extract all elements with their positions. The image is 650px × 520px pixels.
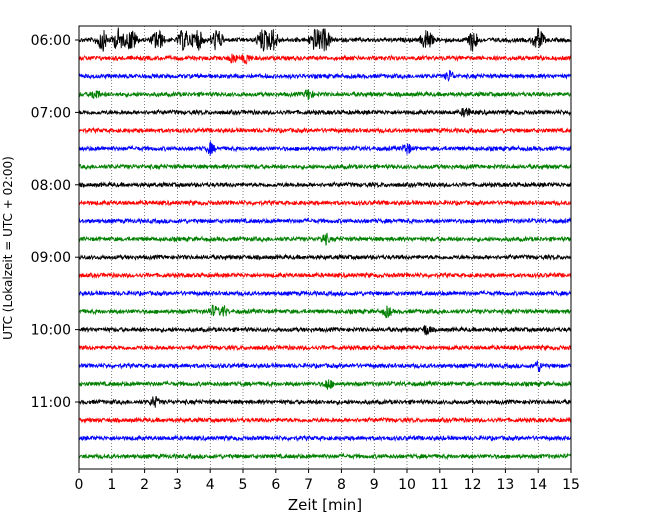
trace-0630 (78, 70, 572, 83)
trace-0945 (78, 304, 572, 319)
trace-0615 (78, 53, 572, 65)
x-tick-label: 10 (398, 477, 416, 493)
trace-0730 (78, 141, 572, 156)
trace-0745 (78, 163, 572, 171)
x-tick-label: 4 (206, 477, 215, 493)
y-axis-ticks: 06:00 07:00 08:00 09:00 10:00 11:00 (31, 33, 79, 411)
trace-1130 (78, 434, 572, 443)
trace-0900 (78, 253, 572, 261)
trace-0830 (78, 217, 572, 225)
x-tick-label: 11 (431, 477, 449, 493)
x-tick-label: 3 (173, 477, 182, 493)
trace-1100 (78, 396, 572, 408)
x-tick-label: 12 (464, 477, 482, 493)
trace-0815 (78, 198, 572, 207)
y-tick-label: 09:00 (31, 250, 71, 266)
trace-0915 (78, 271, 572, 280)
y-tick-label: 11:00 (31, 395, 71, 411)
x-tick-label: 8 (337, 477, 346, 493)
x-tick-label: 15 (562, 477, 580, 493)
x-tick-label: 1 (107, 477, 116, 493)
y-tick-label: 07:00 (31, 105, 71, 121)
x-tick-label: 6 (271, 477, 280, 493)
x-tick-label: 7 (304, 477, 313, 493)
trace-0600 (78, 27, 572, 52)
y-tick-label: 10:00 (31, 323, 71, 339)
x-tick-label: 0 (75, 477, 84, 493)
trace-0800 (78, 180, 572, 189)
trace-1015 (78, 343, 572, 352)
trace-0715 (78, 126, 572, 135)
x-tick-label: 14 (529, 477, 547, 493)
trace-series (78, 27, 572, 461)
trace-1030 (78, 360, 572, 373)
trace-0700 (78, 107, 572, 118)
x-axis-ticks: 0 1 2 3 4 5 6 7 8 9 10 11 12 13 14 15 (75, 469, 580, 493)
x-tick-label: 9 (370, 477, 379, 493)
plot-frame (78, 25, 572, 470)
x-tick-label: 13 (496, 477, 514, 493)
x-axis-label: Zeit [min] (288, 496, 362, 514)
y-axis-label: UTC (Lokalzeit = UTC + 02:00) (1, 156, 15, 340)
x-tick-label: 2 (140, 477, 149, 493)
trace-0845 (78, 232, 572, 246)
trace-1000 (78, 325, 572, 336)
trace-1045 (78, 379, 572, 390)
y-tick-label: 06:00 (31, 33, 71, 49)
trace-0930 (78, 289, 572, 298)
minute-grid (111, 26, 539, 469)
trace-1115 (78, 416, 572, 424)
y-tick-label: 08:00 (31, 178, 71, 194)
x-tick-label: 5 (239, 477, 248, 493)
trace-0645 (78, 89, 572, 101)
trace-1145 (78, 452, 572, 461)
